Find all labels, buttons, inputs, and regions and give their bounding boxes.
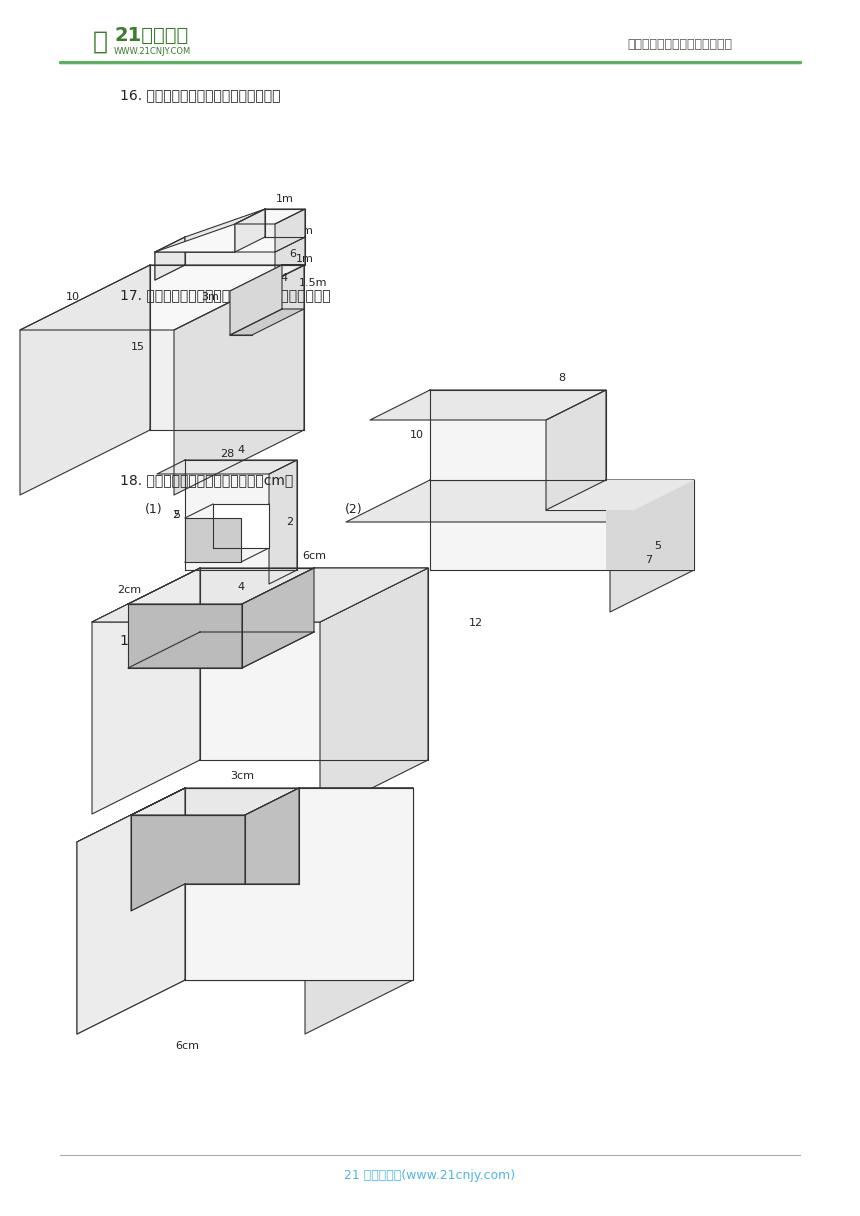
Polygon shape <box>546 390 606 510</box>
Text: 8: 8 <box>558 373 566 383</box>
Polygon shape <box>185 460 297 570</box>
Polygon shape <box>131 815 245 911</box>
Polygon shape <box>370 390 606 420</box>
Polygon shape <box>275 237 305 280</box>
Text: 3m: 3m <box>201 292 219 302</box>
Polygon shape <box>245 788 299 911</box>
Text: (1): (1) <box>145 503 163 517</box>
Text: 2: 2 <box>286 517 293 527</box>
Polygon shape <box>185 518 241 562</box>
Polygon shape <box>320 568 428 814</box>
Polygon shape <box>430 480 694 570</box>
Polygon shape <box>191 788 413 841</box>
Polygon shape <box>155 237 305 252</box>
Polygon shape <box>131 884 299 911</box>
Polygon shape <box>546 480 694 510</box>
Text: 3cm: 3cm <box>230 771 254 781</box>
Text: 6cm: 6cm <box>363 906 387 916</box>
Text: 5: 5 <box>548 460 556 471</box>
Polygon shape <box>185 237 305 265</box>
Polygon shape <box>77 788 185 1034</box>
Text: 1m: 1m <box>296 253 314 264</box>
Text: 中小学教育资源及组卷应用平台: 中小学教育资源及组卷应用平台 <box>628 38 733 51</box>
Text: 6cm: 6cm <box>175 1041 200 1051</box>
Polygon shape <box>430 390 606 480</box>
Polygon shape <box>269 460 297 584</box>
Text: 1m: 1m <box>296 225 314 236</box>
Text: 🏃: 🏃 <box>93 30 108 54</box>
Text: 17. 如图，求该物体的表面积和体积。（单位：分米）: 17. 如图，求该物体的表面积和体积。（单位：分米） <box>120 288 330 302</box>
Polygon shape <box>185 788 413 980</box>
Polygon shape <box>235 209 305 224</box>
Polygon shape <box>77 788 185 1034</box>
Polygon shape <box>213 503 269 548</box>
Polygon shape <box>185 788 413 980</box>
Polygon shape <box>275 209 305 252</box>
Text: 21世纪教育: 21世纪教育 <box>115 26 189 45</box>
Polygon shape <box>610 480 694 612</box>
Polygon shape <box>606 480 694 570</box>
Text: 15: 15 <box>131 343 145 353</box>
Text: 7: 7 <box>645 554 652 565</box>
Text: 21 世纪教育网(www.21cnjy.com): 21 世纪教育网(www.21cnjy.com) <box>345 1169 515 1182</box>
Text: 1m: 1m <box>276 195 294 204</box>
Polygon shape <box>200 568 428 760</box>
Polygon shape <box>157 460 297 474</box>
Polygon shape <box>155 209 265 280</box>
Text: 16. 计算下面立体图形的表面积和体积。: 16. 计算下面立体图形的表面积和体积。 <box>120 88 280 102</box>
Text: 6: 6 <box>290 249 297 259</box>
Polygon shape <box>155 224 235 252</box>
Polygon shape <box>20 265 150 495</box>
Text: 1.5m: 1.5m <box>299 278 328 288</box>
Text: 6cm: 6cm <box>302 551 326 562</box>
Text: 3cm: 3cm <box>245 613 269 623</box>
Polygon shape <box>20 265 304 330</box>
Text: 12: 12 <box>469 618 482 629</box>
Text: 4: 4 <box>237 581 244 592</box>
Text: 10: 10 <box>409 430 424 440</box>
Polygon shape <box>77 815 245 841</box>
Text: 4: 4 <box>256 308 263 319</box>
Text: 4: 4 <box>237 445 244 455</box>
Polygon shape <box>155 237 185 280</box>
Text: 5: 5 <box>173 510 180 520</box>
Text: 5: 5 <box>654 541 661 551</box>
Text: (2): (2) <box>345 503 363 517</box>
Text: 2cm: 2cm <box>117 585 141 595</box>
Text: 3cm: 3cm <box>99 841 123 852</box>
Polygon shape <box>174 265 304 495</box>
Polygon shape <box>235 209 265 252</box>
Polygon shape <box>128 604 242 668</box>
Polygon shape <box>230 265 282 334</box>
Polygon shape <box>305 788 413 1034</box>
Text: 4: 4 <box>280 274 288 283</box>
Polygon shape <box>92 568 428 623</box>
Text: 6cm: 6cm <box>190 821 214 831</box>
Text: 5: 5 <box>206 525 213 535</box>
Text: 2: 2 <box>172 510 180 520</box>
Polygon shape <box>346 480 694 522</box>
Polygon shape <box>92 568 200 814</box>
Polygon shape <box>92 604 242 623</box>
Polygon shape <box>242 568 314 668</box>
Polygon shape <box>230 309 304 334</box>
Polygon shape <box>150 265 304 430</box>
Text: 10: 10 <box>66 293 80 303</box>
Text: 3cm: 3cm <box>154 927 178 938</box>
Text: 4cm: 4cm <box>153 631 177 641</box>
Polygon shape <box>206 568 428 623</box>
Text: 28: 28 <box>220 449 234 458</box>
Polygon shape <box>77 788 413 841</box>
Polygon shape <box>265 209 305 237</box>
Text: 20. 计算下面图形的表面积和体积。: 20. 计算下面图形的表面积和体积。 <box>120 821 263 835</box>
Text: 18. 计算下列图形的体积。（单位：cm）: 18. 计算下列图形的体积。（单位：cm） <box>120 473 293 486</box>
Polygon shape <box>128 632 314 668</box>
Text: WWW.21CNJY.COM: WWW.21CNJY.COM <box>114 47 191 56</box>
Text: 19. 计算下面图形的表面积和体积。: 19. 计算下面图形的表面积和体积。 <box>120 634 264 647</box>
Text: 6cm: 6cm <box>169 659 194 669</box>
